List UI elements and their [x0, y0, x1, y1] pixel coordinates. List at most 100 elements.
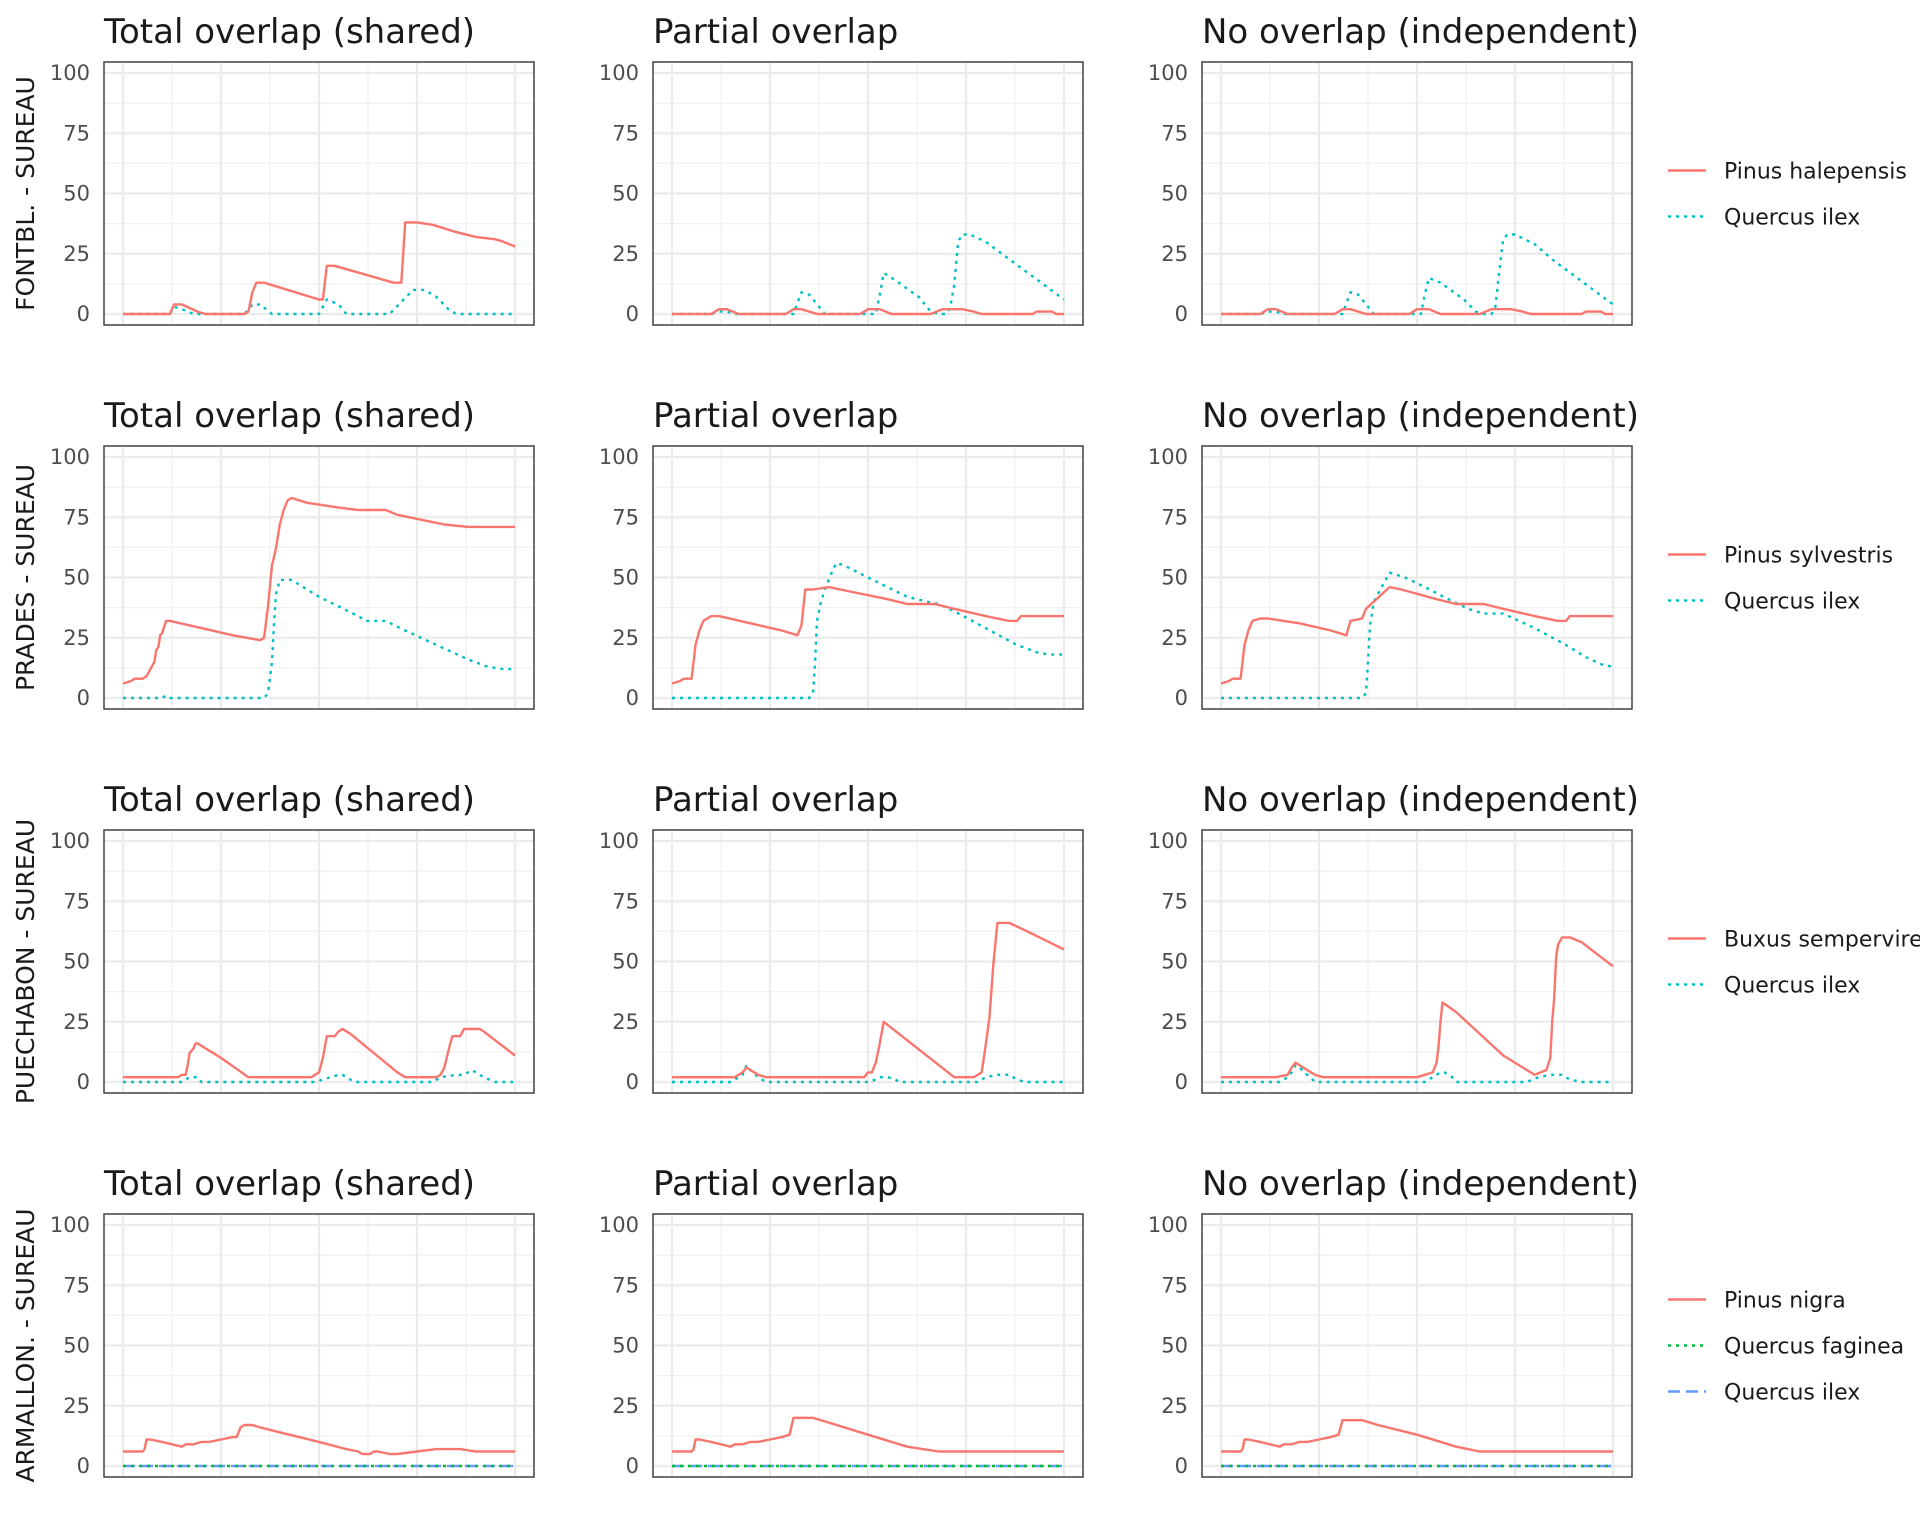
panel-border [103, 61, 535, 326]
legend-label: Quercus ilex [1724, 974, 1860, 999]
y-tick-label: 75 [1161, 889, 1188, 913]
y-tick-label: 0 [1175, 686, 1188, 710]
series-line [672, 921, 1065, 1079]
y-tick-label: 100 [1148, 445, 1188, 469]
legend-label: Quercus ilex [1724, 1381, 1860, 1406]
y-tick-label: 50 [612, 950, 639, 974]
y-tick-label: 75 [63, 889, 90, 913]
panel-title: Partial overlap [653, 12, 898, 52]
panel-title: Partial overlap [653, 780, 898, 820]
y-tick-label: 100 [50, 445, 90, 469]
y-tick-label: 0 [77, 686, 90, 710]
panel-border [1201, 1213, 1633, 1478]
y-tick-label: 25 [63, 626, 90, 650]
y-tick-label: 25 [1161, 242, 1188, 266]
legend: Buxus sempervirens Quercus ilex [1668, 928, 1920, 999]
legend-label: Pinus nigra [1724, 1289, 1846, 1314]
panel: Total overlap (shared) 0 25 50 75 100 [50, 396, 535, 710]
panel-title: No overlap (independent) [1202, 1164, 1639, 1204]
panel-title: No overlap (independent) [1202, 12, 1639, 52]
series-line [1221, 571, 1614, 700]
series-line [1220, 585, 1613, 685]
y-tick-label: 0 [1175, 1454, 1188, 1478]
series-line [123, 1068, 515, 1084]
panel-title: Total overlap (shared) [103, 12, 475, 52]
y-tick-label: 25 [1161, 1010, 1188, 1034]
panel-border [1201, 829, 1633, 1094]
panel-title: Partial overlap [653, 1164, 898, 1204]
series-line [123, 288, 515, 316]
panel: Total overlap (shared) 0 25 50 75 100 [50, 780, 535, 1094]
panel: Partial overlap 0 25 50 75 100 [599, 780, 1084, 1094]
y-tick-label: 25 [63, 1010, 90, 1034]
series-line [1221, 233, 1614, 316]
panel: Partial overlap 0 25 50 75 100 [599, 396, 1084, 710]
y-tick-label: 100 [1148, 61, 1188, 85]
panel-title: Total overlap (shared) [103, 1164, 475, 1204]
legend: Pinus halepensis Quercus ilex [1668, 160, 1907, 231]
panel: Partial overlap 0 25 50 75 100 [599, 1164, 1084, 1478]
panel-border [103, 1213, 535, 1478]
legend-label: Buxus sempervirens [1724, 928, 1920, 953]
legend-label: Quercus ilex [1724, 206, 1860, 231]
y-tick-label: 25 [612, 626, 639, 650]
y-tick-label: 0 [77, 302, 90, 326]
panel-border [103, 445, 535, 710]
panel-border [103, 829, 535, 1094]
series-line [671, 585, 1064, 685]
panel: No overlap (independent) 0 25 50 75 100 [1148, 1164, 1639, 1478]
y-tick-label: 100 [599, 1213, 639, 1237]
y-tick-label: 25 [1161, 1394, 1188, 1418]
y-tick-label: 0 [626, 302, 639, 326]
series-line [672, 308, 1064, 316]
series-line [123, 1027, 516, 1079]
series-line [1221, 936, 1614, 1079]
panel-border [652, 445, 1084, 710]
panel-border [652, 61, 1084, 326]
series-line [122, 496, 515, 685]
y-tick-label: 100 [50, 829, 90, 853]
y-tick-label: 50 [1161, 182, 1188, 206]
y-tick-label: 100 [1148, 1213, 1188, 1237]
panel: No overlap (independent) 0 25 50 75 100 [1148, 780, 1639, 1094]
panel: No overlap (independent) 0 25 50 75 100 [1148, 396, 1639, 710]
y-tick-label: 100 [1148, 829, 1188, 853]
y-tick-label: 50 [1161, 1334, 1188, 1358]
y-tick-label: 75 [1161, 505, 1188, 529]
y-tick-label: 75 [612, 1273, 639, 1297]
y-tick-label: 25 [612, 1010, 639, 1034]
y-tick-label: 0 [626, 686, 639, 710]
y-tick-label: 0 [626, 1454, 639, 1478]
y-tick-label: 75 [612, 121, 639, 145]
y-tick-label: 50 [63, 566, 90, 590]
panel-border [652, 1213, 1084, 1478]
y-tick-label: 25 [612, 242, 639, 266]
series-line [672, 1416, 1064, 1453]
y-tick-label: 75 [1161, 1273, 1188, 1297]
y-tick-label: 25 [63, 1394, 90, 1418]
panel: Partial overlap 0 25 50 75 100 [599, 12, 1084, 326]
y-tick-label: 75 [63, 121, 90, 145]
series-line [672, 233, 1065, 316]
panel: Total overlap (shared) 0 25 50 75 100 [50, 12, 535, 326]
y-tick-label: 50 [612, 182, 639, 206]
series-line [123, 578, 515, 700]
legend: Pinus sylvestris Quercus ilex [1668, 544, 1893, 615]
series-line [123, 1423, 515, 1456]
panel-title: No overlap (independent) [1202, 780, 1639, 820]
y-tick-label: 75 [612, 505, 639, 529]
panel-title: Partial overlap [653, 396, 898, 436]
panel-title: Total overlap (shared) [103, 780, 475, 820]
y-tick-label: 0 [626, 1070, 639, 1094]
y-tick-label: 75 [1161, 121, 1188, 145]
y-tick-label: 50 [63, 950, 90, 974]
row-label: FONTBL. - SUREAU [11, 76, 40, 311]
series-line [1221, 308, 1613, 316]
panel-border [1201, 445, 1633, 710]
legend-label: Pinus halepensis [1724, 160, 1907, 185]
y-tick-label: 75 [63, 505, 90, 529]
series-line [672, 561, 1064, 700]
y-tick-label: 100 [599, 829, 639, 853]
legend-label: Pinus sylvestris [1724, 544, 1893, 569]
